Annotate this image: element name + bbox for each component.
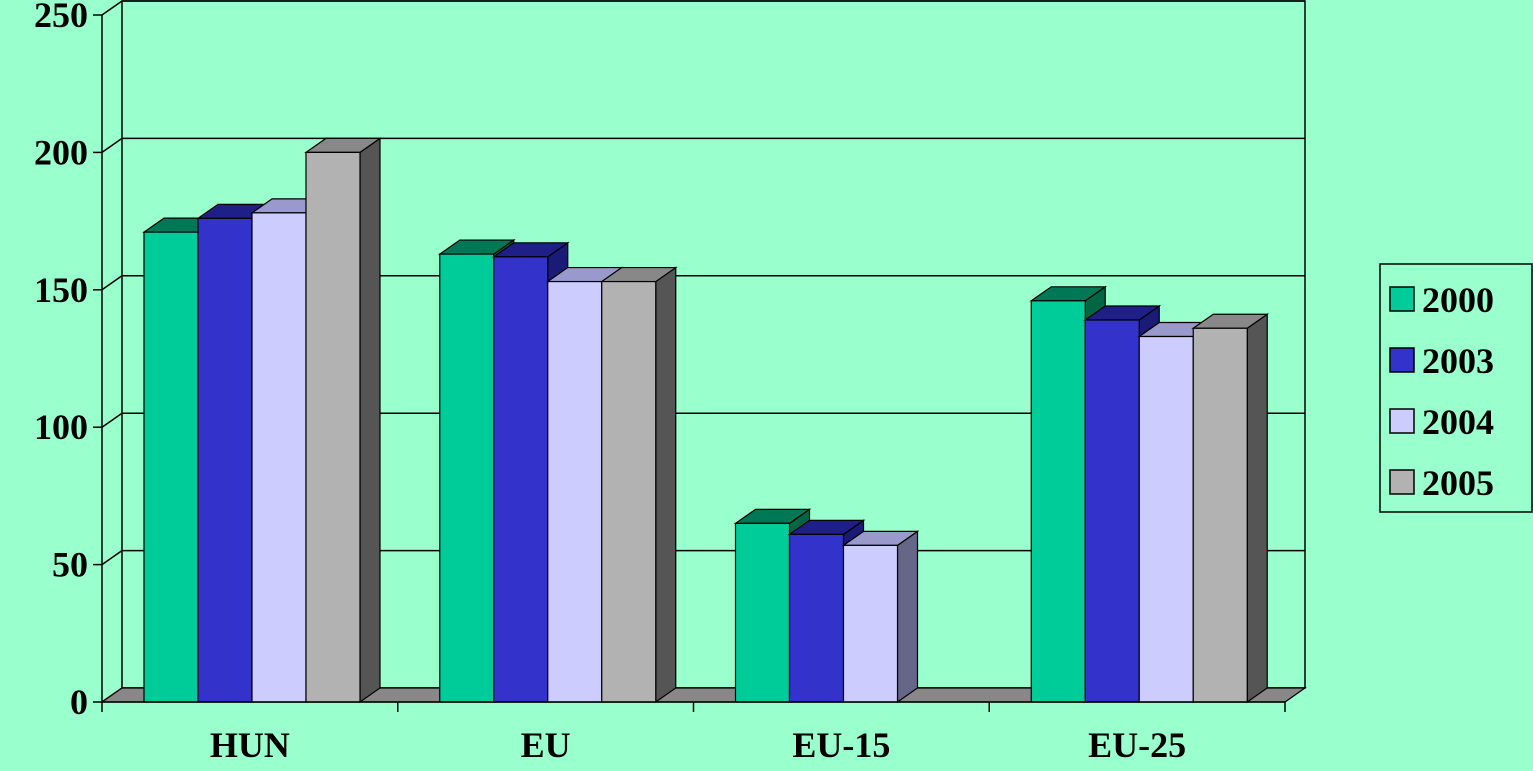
legend-swatch — [1389, 286, 1415, 312]
legend-swatch — [1389, 347, 1415, 373]
side-wall-line — [101, 275, 123, 291]
legend-item-2003: 2003 — [1389, 341, 1494, 381]
y-tick-label: 150 — [34, 270, 88, 310]
y-tick-label: 200 — [34, 132, 88, 172]
bar-eu-2005 — [599, 266, 678, 704]
bar-eu-15-2004 — [841, 530, 920, 704]
legend-label: 2003 — [1422, 341, 1494, 381]
legend: 2000 2003 2004 2005 — [1379, 263, 1533, 513]
bar-hun-2005 — [304, 137, 382, 704]
side-wall-line — [101, 412, 123, 428]
y-tick-label: 50 — [52, 545, 88, 585]
legend-label: 2004 — [1422, 402, 1494, 442]
x-category-labels: HUN EU EU-15 EU-25 — [210, 725, 1186, 765]
y-tick-label: 100 — [34, 407, 88, 447]
category-label-eu-15: EU-15 — [792, 725, 890, 765]
y-tick-label: 0 — [70, 682, 88, 722]
y-tick-labels: 0 50 100 150 200 250 — [34, 0, 88, 722]
bars — [142, 137, 1270, 704]
legend-label: 2000 — [1422, 280, 1494, 320]
legend-swatch — [1389, 408, 1415, 434]
category-label-hun: HUN — [210, 725, 290, 765]
category-label-eu: EU — [521, 725, 571, 765]
side-wall-line — [101, 0, 123, 16]
side-wall-line — [101, 137, 123, 154]
legend-item-2000: 2000 — [1389, 280, 1494, 320]
bar-eu-25-2005 — [1191, 313, 1270, 704]
legend-item-2004: 2004 — [1389, 402, 1494, 442]
y-tick-label: 250 — [34, 0, 88, 35]
legend-swatch — [1389, 469, 1415, 495]
legend-item-2005: 2005 — [1389, 463, 1494, 503]
side-wall-line — [101, 549, 123, 566]
legend-label: 2005 — [1422, 463, 1494, 503]
category-label-eu-25: EU-25 — [1088, 725, 1186, 765]
axes — [93, 14, 1286, 712]
